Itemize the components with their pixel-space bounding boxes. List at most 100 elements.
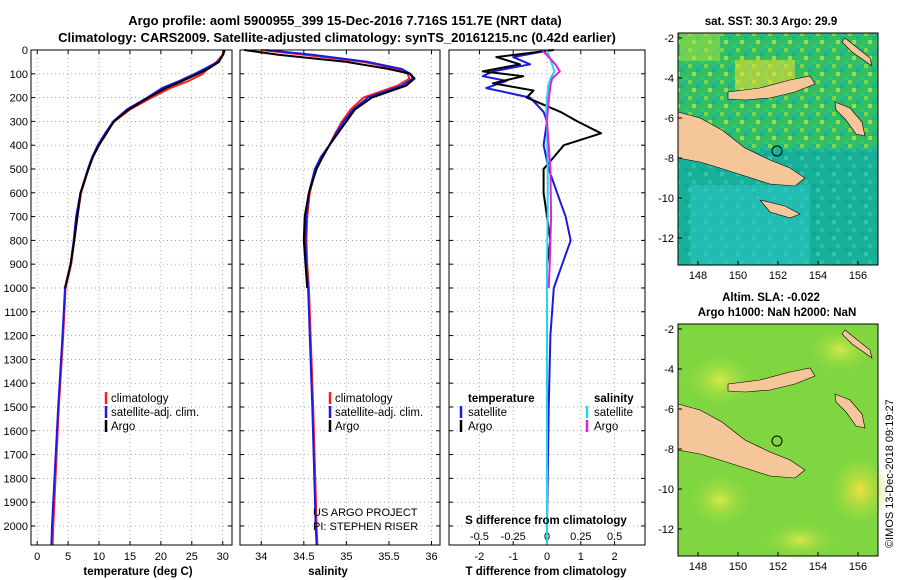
- top-tick-label: 0.25: [570, 531, 591, 543]
- series-line-argo: [244, 49, 416, 289]
- x-tick-label: 36: [425, 551, 437, 563]
- y-tick-label: 2000: [4, 521, 28, 533]
- top-tick-label: -0.25: [501, 531, 526, 543]
- y-tick-label: 700: [10, 212, 28, 224]
- map-y-tick-label: -2: [664, 324, 674, 336]
- y-tick-label: 400: [10, 140, 28, 152]
- sst-map-ticks: 148 150 152 154 156 -2 -4 -6 -8 -10 -12: [658, 33, 867, 282]
- sla-land-new-guinea: [677, 403, 806, 479]
- plot-frame: [30, 49, 233, 546]
- temperature-axis-label: temperature (deg C): [83, 566, 192, 578]
- sla-blob: [805, 325, 875, 375]
- legend-label-sal-argo: Argo: [594, 421, 618, 433]
- map-y-tick-label: -10: [658, 484, 674, 496]
- series-line-satellite-adj-clim-: [265, 49, 414, 546]
- legend-label-argo: Argo: [111, 421, 135, 433]
- y-tick-label: 1300: [4, 354, 28, 366]
- difference-panel: -2 -1 0 1 2-0.5 -0.25 0 0.25 0.5: [448, 49, 646, 563]
- map-y-tick-label: -4: [664, 364, 674, 376]
- salinity-legend: climatology satellite-adj. clim. Argo: [328, 392, 423, 433]
- legend-label-satellite: satellite-adj. clim.: [111, 407, 199, 419]
- top-tick-label: -0.5: [470, 531, 489, 543]
- x-tick-label: 0: [34, 551, 40, 563]
- difference-legend-salinity: salinity satellite Argo: [585, 393, 634, 433]
- x-tick-label: 30: [217, 551, 229, 563]
- y-tick-label: 200: [10, 93, 28, 105]
- y-tick-label: 1400: [4, 378, 28, 390]
- sla-land-bougainville: [834, 393, 866, 429]
- sst-land-new-britain: [727, 75, 816, 101]
- difference-legend-temperature: temperature satellite Argo: [459, 393, 534, 433]
- temperature-panel: 0100200300400500600700800900100011001200…: [4, 45, 233, 563]
- map-x-tick-label: 150: [729, 561, 747, 573]
- legend-label-sal-satellite: satellite: [594, 407, 633, 419]
- difference-top-axis-label: S difference from climatology: [465, 515, 627, 527]
- y-tick-label: 1700: [4, 450, 28, 462]
- series-line-temperature-satellite: [481, 49, 572, 545]
- sla-argo-location-marker: [771, 435, 783, 447]
- sst-land-new-guinea: [677, 111, 806, 187]
- legend-title-temperature: temperature: [468, 393, 534, 405]
- map-x-tick-label: 152: [769, 270, 787, 282]
- series-line-argo: [64, 49, 226, 289]
- legend-label-temp-satellite: satellite: [468, 407, 507, 419]
- x-tick-label: 34.5: [293, 551, 314, 563]
- sla-blob: [685, 470, 755, 530]
- top-tick-label: 0.5: [607, 531, 622, 543]
- salinity-panel: 34 34.5 35 35.5 36: [239, 49, 441, 563]
- sst-land-islands: [759, 199, 801, 219]
- sst-map: 148 150 152 154 156 -2 -4 -6 -8 -10 -12: [658, 32, 879, 282]
- x-tick-label: -1: [508, 551, 518, 563]
- sst-lime-patch: [680, 33, 720, 61]
- sla-blob: [760, 520, 840, 560]
- x-tick-label: 15: [124, 551, 136, 563]
- map-x-tick-label: 148: [689, 270, 707, 282]
- series-line-climatology: [261, 49, 411, 546]
- map-x-tick-label: 154: [809, 561, 827, 573]
- y-tick-label: 1900: [4, 497, 28, 509]
- sst-land-bougainville: [834, 101, 866, 137]
- sla-map-title-2: Argo h1000: NaN h2000: NaN: [698, 307, 857, 319]
- y-tick-label: 100: [10, 69, 28, 81]
- map-x-tick-label: 150: [729, 270, 747, 282]
- x-tick-label: 10: [93, 551, 105, 563]
- map-y-tick-label: -8: [664, 153, 674, 165]
- header-line-2: Climatology: CARS2009. Satellite-adjuste…: [58, 30, 616, 45]
- sla-map-title-1: Altim. SLA: -0.022: [722, 292, 820, 304]
- sla-blob: [830, 455, 890, 525]
- map-y-tick-label: -12: [658, 524, 674, 536]
- y-tick-label: 600: [10, 188, 28, 200]
- map-x-tick-label: 152: [769, 561, 787, 573]
- x-tick-label: 2: [612, 551, 618, 563]
- x-tick-label: 35: [340, 551, 352, 563]
- legend-label-argo: Argo: [335, 421, 359, 433]
- y-tick-label: 1600: [4, 426, 28, 438]
- y-tick-label: 800: [10, 235, 28, 247]
- sst-land-new-ireland: [841, 37, 873, 67]
- salinity-axis-label: salinity: [308, 566, 348, 578]
- legend-label-temp-argo: Argo: [468, 421, 492, 433]
- project-credit: US ARGO PROJECT: [313, 507, 418, 519]
- series-line-salinity-argo: [541, 49, 561, 289]
- x-tick-label: -2: [475, 551, 485, 563]
- sst-argo-location-marker: [771, 145, 783, 157]
- plot-frame: [239, 49, 441, 546]
- y-tick-label: 1200: [4, 331, 28, 343]
- sst-map-title: sat. SST: 30.3 Argo: 29.9: [705, 16, 838, 28]
- legend-label-climatology: climatology: [111, 393, 169, 405]
- sla-map-ticks: 148 150 152 154 156 -2 -4 -6 -8 -10 -12: [658, 324, 867, 573]
- map-y-tick-label: -4: [664, 73, 674, 85]
- y-tick-label: 1000: [4, 283, 28, 295]
- temperature-legend: climatology satellite-adj. clim. Argo: [104, 392, 199, 433]
- x-tick-label: 1: [578, 551, 584, 563]
- x-tick-label: 5: [65, 551, 71, 563]
- sla-blob: [680, 350, 760, 410]
- x-tick-label: 34: [255, 551, 267, 563]
- sla-land-new-britain: [727, 367, 816, 393]
- y-tick-label: 900: [10, 259, 28, 271]
- series-line-climatology: [51, 49, 225, 546]
- map-y-tick-label: -12: [658, 233, 674, 245]
- x-tick-label: 25: [186, 551, 198, 563]
- map-x-tick-label: 156: [849, 270, 867, 282]
